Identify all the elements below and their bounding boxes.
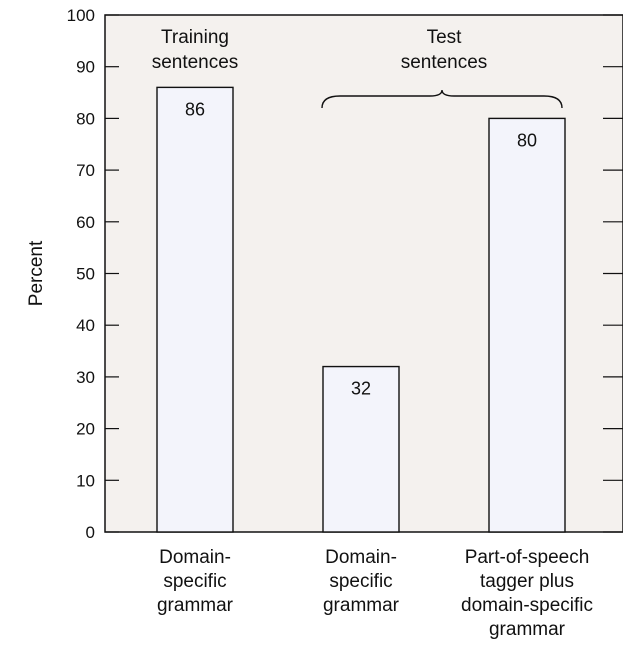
y-tick-label: 60 — [76, 213, 95, 232]
y-tick-marks — [105, 14, 623, 533]
y-tick-label: 0 — [86, 523, 95, 542]
x-category-label: grammar — [489, 619, 566, 640]
y-tick-label: 90 — [76, 58, 95, 77]
bar-value-label: 86 — [185, 99, 205, 119]
x-category-label: grammar — [157, 595, 234, 616]
y-tick-label: 30 — [76, 368, 95, 387]
bar-0 — [156, 86, 234, 533]
bar-value-label: 32 — [351, 379, 371, 399]
bars: 86 32 80 — [156, 86, 566, 533]
test-sentences-brace — [321, 89, 563, 109]
annotations: Training sentences Test sentences — [152, 27, 563, 109]
y-tick-label: 50 — [76, 265, 95, 284]
y-tick-label: 70 — [76, 161, 95, 180]
y-axis-label: Percent — [26, 240, 47, 306]
x-category-label: specific — [163, 571, 226, 592]
x-category-label: Domain- — [159, 547, 231, 568]
x-category-label: Part-of-speech — [465, 547, 590, 568]
x-category-labels: Domain-specific grammar Domain-specific gra… — [157, 547, 593, 640]
x-category-label: tagger plus — [480, 571, 574, 592]
y-tick-label: 40 — [76, 316, 95, 335]
x-category-label: Domain- — [325, 547, 397, 568]
y-tick-label: 100 — [67, 6, 95, 25]
x-category-label: specific — [329, 571, 392, 592]
annotation-text: sentences — [401, 52, 488, 73]
y-tick-label: 10 — [76, 471, 95, 490]
annotation-text: Test — [427, 27, 463, 48]
x-category-label: grammar — [323, 595, 400, 616]
x-category-label: domain-specific — [461, 595, 593, 616]
y-tick-label: 20 — [76, 420, 95, 439]
annotation-text: Training — [161, 27, 229, 48]
bar-value-label: 80 — [517, 130, 537, 150]
annotation-text: sentences — [152, 52, 239, 73]
y-tick-label: 80 — [76, 109, 95, 128]
bar-2 — [488, 117, 566, 533]
y-tick-labels: 0 10 20 30 40 50 60 70 80 90 100 — [67, 6, 95, 542]
bar-1 — [322, 365, 400, 533]
